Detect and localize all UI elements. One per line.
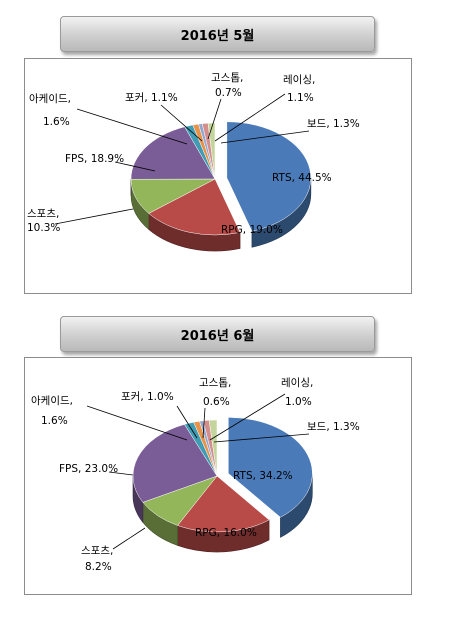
data-label-스포츠: 스포츠, [81,545,113,557]
data-label-고스톱: 0.7% [215,87,242,99]
leader-line-보드 [220,130,310,144]
data-label-RPG: RPG, 16.0% [195,527,257,539]
leader-line-보드 [213,433,310,443]
data-label-레이싱: 1.1% [287,92,314,104]
leader-line-아케이드 [76,108,188,145]
data-label-아케이드: 아케이드, [29,93,71,105]
leader-line-고스톱 [207,98,222,140]
leader-line-레이싱 [209,393,286,441]
leader-line-스포츠 [54,208,134,225]
data-label-포커: 포커, 1.0% [121,391,174,403]
data-label-포커: 포커, 1.1% [125,92,178,104]
data-label-스포츠: 8.2% [85,561,112,573]
data-label-스포츠: 스포츠, [27,208,59,220]
data-label-고스톱: 고스톱, [211,72,243,84]
leader-line-FPS [108,471,134,476]
chart-title-may: 2016년 5월 [60,16,375,52]
data-label-고스톱: 0.6% [203,396,230,408]
data-label-RTS: RTS, 34.2% [233,470,293,482]
data-label-보드: 보드, 1.3% [307,118,360,130]
pie-slice-보드 [208,419,218,477]
pie-slice-FPS [132,424,218,503]
leader-line-고스톱 [202,407,206,439]
data-label-아케이드: 1.6% [41,415,68,427]
leader-line-레이싱 [214,93,286,142]
chart-panel-june: RTS, 34.2% RPG, 16.0% 스포츠, 8.2% FPS, 23.0% 아케… [24,357,412,595]
pie-chart-may: RTS, 44.5% RPG, 19.0% 스포츠, 10.3% FPS, 18.9% 아… [27,72,360,252]
pie-slice-FPS [130,126,216,180]
leader-line-포커 [176,405,198,439]
data-label-보드: 보드, 1.3% [307,421,360,433]
data-label-아케이드: 1.6% [43,116,70,128]
pie-slice-RPG [177,475,270,533]
data-label-고스톱: 고스톱, [199,377,231,389]
data-label-레이싱: 레이싱, [283,74,315,86]
chart-panel-may: RTS, 44.5% RPG, 19.0% 스포츠, 10.3% FPS, 18.9% 아… [24,58,412,294]
leader-line-아케이드 [86,405,188,441]
data-label-FPS: FPS, 23.0% [59,463,118,475]
leader-line-스포츠 [112,527,146,550]
leader-line-FPS [114,161,156,172]
data-label-아케이드: 아케이드, [31,395,73,407]
leader-line-포커 [160,104,203,142]
chart-title-june: 2016년 6월 [60,316,375,352]
data-label-레이싱: 1.0% [285,396,312,408]
pie-slice-RPG [148,178,241,236]
pie-chart-june: RTS, 34.2% RPG, 16.0% 스포츠, 8.2% FPS, 23.0% 아케… [31,377,360,573]
data-label-레이싱: 레이싱, [281,377,313,389]
data-label-FPS: FPS, 18.9% [65,153,124,165]
pie-slice-보드 [207,122,216,180]
data-label-스포츠: 10.3% [27,222,60,234]
data-label-RPG: RPG, 19.0% [221,224,283,236]
pie-slice-RTS [226,121,312,232]
pie-slice-RTS [228,417,313,518]
data-label-RTS: RTS, 44.5% [272,172,332,184]
